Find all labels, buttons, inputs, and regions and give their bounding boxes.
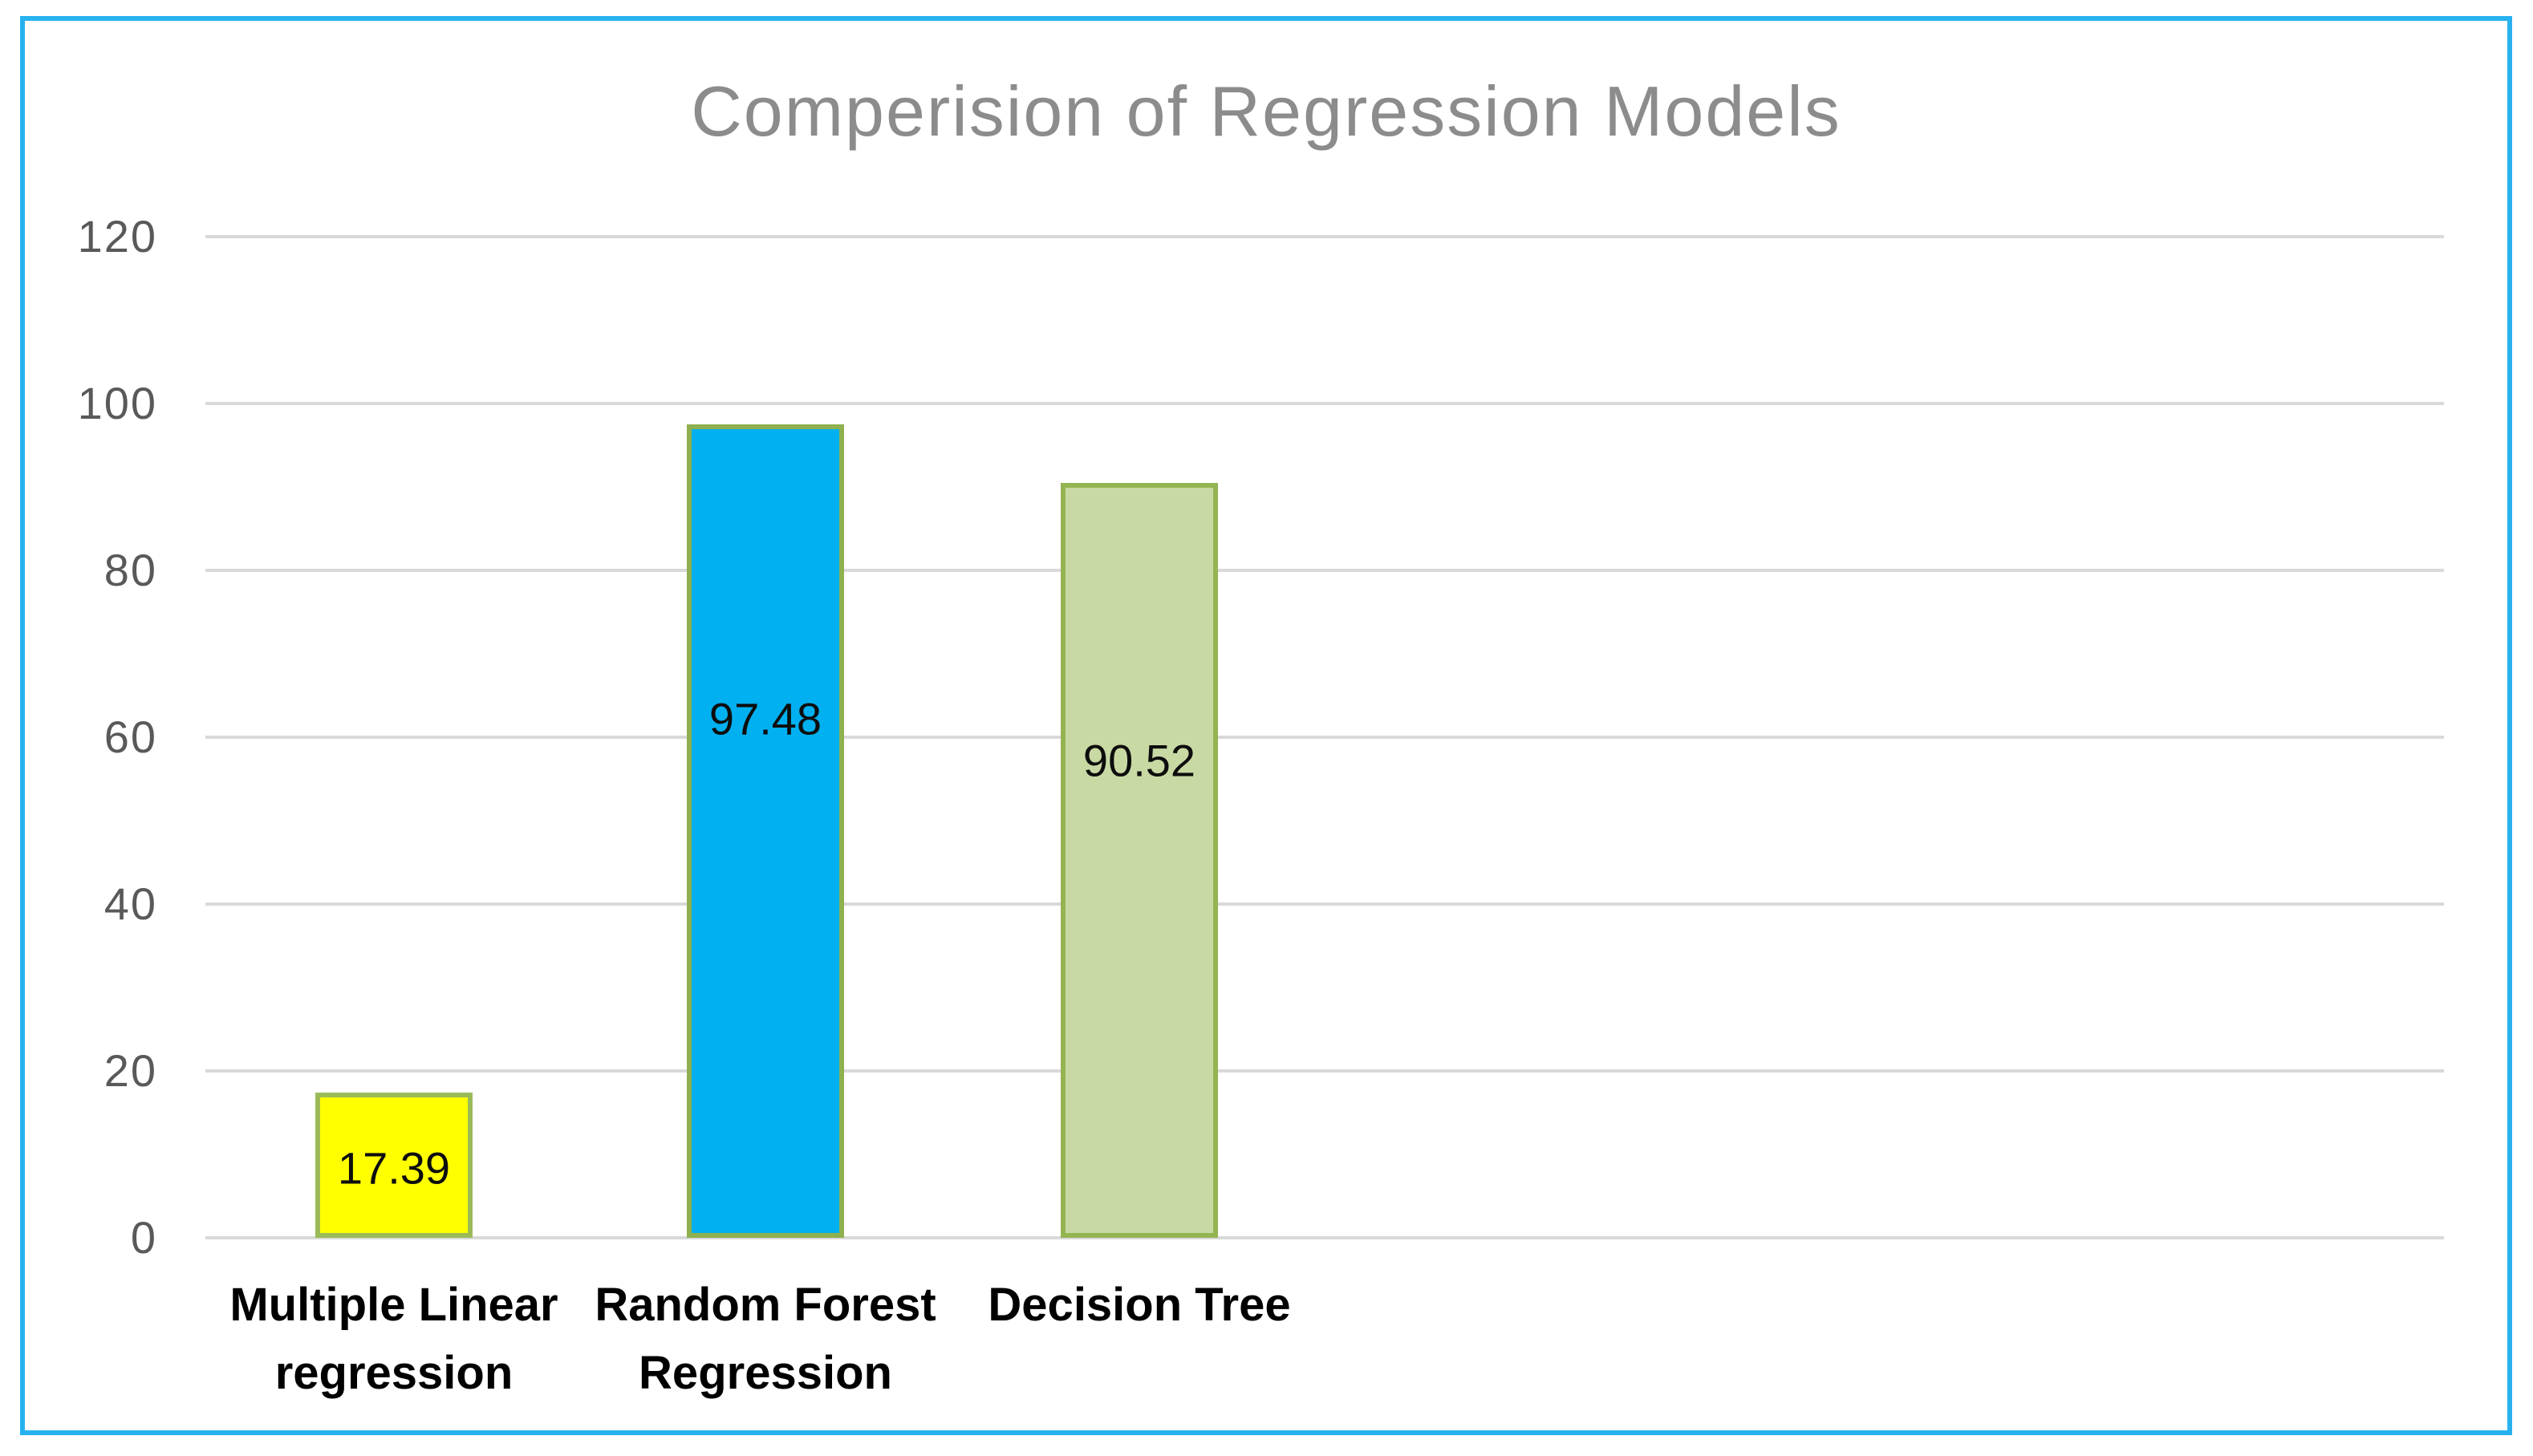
y-axis-tick-40: 40 [104,878,157,929]
gridline-y-80 [205,569,2444,572]
x-axis-label-decision-tree: Decision Tree [988,1271,1290,1339]
y-axis-tick-100: 100 [77,378,157,428]
y-axis-tick-120: 120 [77,211,157,262]
bar-multiple-linear-regression [315,1093,473,1238]
bar-random-forest-regression [687,424,844,1238]
y-axis-tick-0: 0 [130,1212,157,1263]
gridline-y-100 [205,402,2444,405]
x-axis-label-line: Multiple Linear [229,1279,558,1331]
x-axis-label-random-forest-regression: Random Forest Regression [595,1271,936,1407]
gridline-y-20 [205,1069,2444,1073]
x-axis-label-line: Random Forest [595,1279,936,1331]
y-axis-tick-80: 80 [104,545,157,595]
y-axis-tick-60: 60 [104,712,157,762]
chart-title: Comperision of Regression Models [691,71,1841,151]
x-axis-label-line: Regression [639,1347,892,1399]
data-label-random-forest-regression: 97.48 [708,693,822,744]
bar-decision-tree [1061,482,1218,1238]
data-label-multiple-linear-regression: 17.39 [337,1142,451,1194]
x-axis-label-line: regression [274,1347,514,1399]
gridline-y-120 [205,235,2444,238]
data-label-decision-tree: 90.52 [1082,735,1196,786]
x-axis-label-multiple-linear-regression: Multiple Linear regression [229,1271,558,1407]
x-axis-label-line: Decision Tree [988,1279,1291,1331]
gridline-y-60 [205,736,2444,739]
chart-frame: Comperision of Regression Models 0 20 40 60… [20,16,2512,1435]
y-axis-tick-20: 20 [104,1045,157,1096]
gridline-y-40 [205,902,2444,906]
gridline-y-0 [205,1236,2444,1239]
